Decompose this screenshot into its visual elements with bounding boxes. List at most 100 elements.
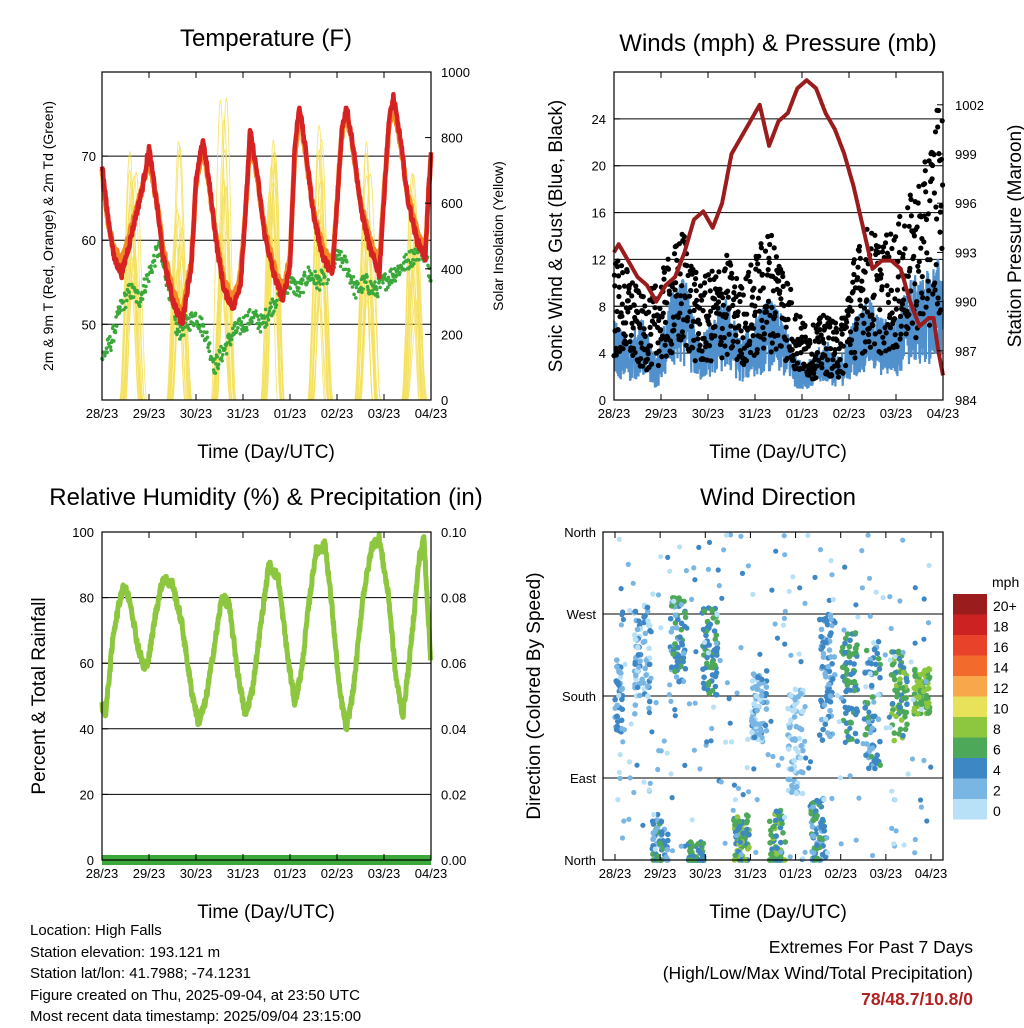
direction-point bbox=[716, 583, 722, 589]
direction-point bbox=[645, 693, 651, 699]
direction-point bbox=[616, 682, 622, 688]
direction-point bbox=[753, 693, 759, 699]
y-tick-label: North bbox=[564, 853, 596, 868]
direction-point bbox=[724, 680, 731, 686]
direction-point bbox=[792, 702, 798, 708]
direction-point bbox=[656, 748, 662, 754]
gust-point bbox=[932, 129, 939, 135]
direction-point bbox=[627, 607, 633, 614]
direction-point bbox=[715, 567, 721, 573]
direction-point bbox=[648, 675, 654, 681]
direction-point bbox=[842, 640, 848, 647]
gust-point bbox=[758, 241, 764, 247]
direction-point bbox=[926, 562, 932, 569]
direction-point bbox=[619, 685, 626, 692]
direction-point bbox=[750, 685, 756, 691]
direction-point bbox=[668, 698, 674, 705]
gust-point bbox=[913, 335, 919, 341]
gust-point bbox=[769, 304, 775, 311]
gust-point bbox=[860, 287, 866, 293]
direction-point bbox=[798, 659, 804, 665]
dewpoint-point bbox=[187, 316, 191, 320]
direction-point bbox=[701, 674, 707, 680]
gust-point bbox=[914, 299, 920, 305]
gust-point bbox=[762, 248, 769, 254]
direction-point bbox=[634, 762, 640, 768]
dewpoint-point bbox=[267, 309, 272, 313]
gust-point bbox=[784, 337, 790, 343]
extremes-subtitle: (High/Low/Max Wind/Total Precipitation) bbox=[662, 963, 973, 983]
direction-point bbox=[790, 574, 796, 580]
gust-point bbox=[855, 275, 861, 281]
direction-point bbox=[774, 845, 781, 851]
gust-point bbox=[813, 375, 819, 381]
gust-point bbox=[889, 245, 895, 252]
y-tick-label: 16 bbox=[592, 206, 606, 221]
direction-point bbox=[785, 705, 791, 712]
direction-point bbox=[928, 764, 934, 770]
dewpoint-point bbox=[323, 274, 327, 279]
gust-point bbox=[853, 321, 860, 327]
y-tick-label: 100 bbox=[72, 525, 94, 540]
direction-point bbox=[887, 724, 893, 731]
gust-point bbox=[623, 341, 629, 347]
gust-point bbox=[615, 327, 621, 333]
gust-point bbox=[870, 322, 876, 329]
direction-point bbox=[824, 835, 830, 841]
direction-point bbox=[842, 649, 848, 656]
direction-point bbox=[677, 634, 683, 640]
gust-point bbox=[859, 278, 865, 284]
dewpoint-point bbox=[354, 296, 358, 300]
gust-point bbox=[637, 325, 643, 331]
direction-point bbox=[802, 600, 808, 607]
direction-point bbox=[617, 775, 623, 782]
direction-point bbox=[863, 647, 870, 654]
gust-point bbox=[703, 340, 709, 346]
dewpoint-point bbox=[111, 323, 116, 328]
gust-point bbox=[881, 244, 887, 250]
dewpoint-point bbox=[214, 362, 218, 366]
gust-point bbox=[915, 263, 921, 269]
direction-point bbox=[658, 818, 665, 825]
legend-swatch bbox=[953, 717, 987, 738]
dewpoint-point bbox=[257, 324, 262, 329]
direction-point bbox=[755, 686, 761, 692]
direction-point bbox=[758, 692, 765, 699]
direction-point bbox=[849, 651, 856, 657]
direction-point bbox=[765, 752, 771, 758]
direction-point bbox=[739, 570, 746, 577]
gust-point bbox=[835, 374, 842, 380]
direction-point bbox=[818, 633, 824, 640]
dewpoint-point bbox=[156, 243, 161, 248]
solar-line bbox=[407, 314, 428, 401]
direction-point bbox=[722, 840, 728, 846]
gust-point bbox=[854, 316, 860, 322]
direction-point bbox=[837, 775, 844, 781]
gust-point bbox=[905, 273, 912, 279]
direction-point bbox=[759, 676, 765, 683]
direction-point bbox=[882, 652, 888, 658]
direction-point bbox=[888, 625, 894, 632]
gust-point bbox=[750, 325, 757, 331]
gust-point bbox=[652, 283, 659, 289]
gust-point bbox=[820, 312, 827, 318]
direction-point bbox=[738, 645, 744, 651]
gust-point bbox=[802, 322, 808, 328]
dewpoint-point bbox=[205, 335, 210, 340]
gust-point bbox=[625, 309, 631, 315]
y-tick-label: East bbox=[570, 771, 596, 786]
direction-point bbox=[871, 640, 877, 646]
direction-point bbox=[782, 608, 788, 614]
dewpoint-point bbox=[267, 312, 271, 316]
direction-point bbox=[616, 692, 622, 699]
x-tick-label: 03/23 bbox=[368, 866, 401, 881]
direction-point bbox=[732, 822, 738, 828]
dewpoint-point bbox=[337, 253, 342, 257]
direction-point bbox=[819, 663, 826, 670]
direction-point bbox=[779, 820, 785, 827]
dewpoint-point bbox=[177, 329, 182, 334]
gust-point bbox=[729, 343, 736, 350]
direction-point bbox=[663, 854, 669, 860]
solar-line bbox=[310, 208, 329, 401]
gust-point bbox=[735, 339, 741, 345]
